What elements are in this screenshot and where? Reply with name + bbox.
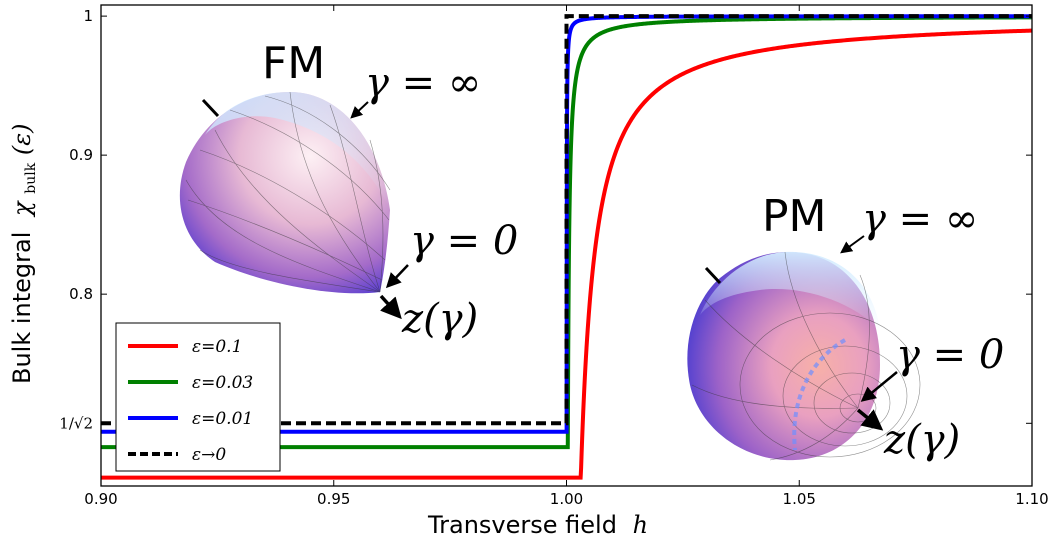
y-tick-label-0: 1/√2	[59, 414, 93, 432]
x-tick-label-4: 1.10	[1015, 490, 1048, 508]
y-axis-label-chi: χ	[8, 200, 36, 218]
fm-gamma-zero-label: γ = 0	[410, 218, 518, 264]
tick-layer: 0.90 0.95 1.00 1.05 1.10 1/√2 0.8 0.9 1	[59, 5, 1049, 508]
fm-gamma-zero-arrow	[385, 264, 409, 289]
x-tick-label-1: 0.95	[317, 490, 350, 508]
legend-label-3: ε→0	[192, 445, 226, 465]
pm-sphere-illustration	[687, 251, 921, 461]
y-tick-label-1: 0.8	[69, 285, 93, 303]
fm-label: FM	[262, 38, 325, 89]
x-tick-label-3: 1.05	[783, 490, 816, 508]
x-axis-label: Transverse field h	[427, 511, 648, 539]
series-line-0	[101, 28, 1032, 480]
x-axis-label-variable: h	[633, 511, 648, 539]
pm-gamma-inf-label: γ = ∞	[862, 196, 978, 242]
series-layer	[101, 14, 1032, 480]
fm-gamma-inf-arrow	[350, 101, 369, 119]
y-tick-label-3: 1	[83, 7, 93, 25]
y-tick-label-2: 0.9	[69, 146, 93, 164]
fm-z-arrow	[379, 294, 402, 320]
fm-sphere-illustration	[179, 91, 391, 294]
legend-label-1: ε=0.03	[192, 373, 253, 393]
pm-z-label: z(γ)	[883, 417, 960, 463]
pm-gamma-inf-arrow	[840, 235, 865, 254]
y-axis-label-arg: (ε)	[8, 124, 36, 156]
legend: ε=0.1 ε=0.03 ε=0.01 ε→0	[115, 322, 281, 472]
x-axis-label-text: Transverse field	[427, 511, 617, 539]
x-tick-label-2: 1.00	[550, 490, 583, 508]
pm-gamma-zero-arrow	[860, 371, 898, 402]
pm-z-arrow	[856, 408, 884, 431]
legend-label-0: ε=0.1	[192, 337, 242, 357]
pm-label: PM	[762, 191, 827, 242]
pm-gamma-zero-label: γ = 0	[896, 332, 1004, 378]
y-axis-label-text: Bulk integral	[8, 232, 36, 384]
fm-gamma-inf-label: γ = ∞	[365, 60, 481, 106]
y-axis-label-sub: bulk	[23, 162, 39, 193]
x-tick-label-0: 0.90	[84, 490, 117, 508]
legend-label-2: ε=0.01	[192, 409, 253, 429]
series-line-3	[101, 14, 1032, 426]
y-axis-label: Bulk integral χ bulk (ε)	[8, 124, 41, 384]
fm-z-label: z(γ)	[401, 296, 478, 342]
